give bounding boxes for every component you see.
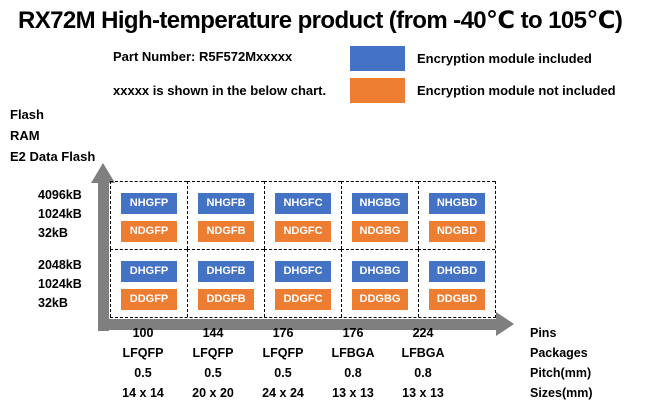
x-axis-value-pins: 144 — [202, 326, 224, 340]
part-chip-no-encryption: NDGBG — [352, 221, 408, 242]
memory-type-label: E2 Data Flash — [10, 149, 96, 164]
part-chip-no-encryption: NDGFB — [198, 221, 254, 242]
part-chip-encryption: DHGBD — [429, 261, 485, 282]
x-axis-value-pins: 176 — [342, 326, 364, 340]
part-chip-no-encryption: NDGFP — [121, 221, 177, 242]
part-chip-encryption: DHGBG — [352, 261, 408, 282]
y-axis-arrow-shaft — [98, 182, 109, 331]
grid-cell: NHGFB NDGFB — [187, 181, 264, 249]
part-chip-encryption: DHGFC — [275, 261, 331, 282]
memory-type-label: RAM — [10, 128, 40, 143]
x-axis-value-pins: 100 — [132, 326, 154, 340]
part-chip-no-encryption: DDGFC — [275, 289, 331, 310]
memory-size-label: 1024kB — [38, 277, 82, 291]
x-axis-value-package: LFQFP — [122, 346, 164, 360]
memory-type-label: Flash — [10, 107, 44, 122]
grid-cell: DHGFC DDGFC — [264, 249, 341, 317]
chart-note-text: xxxxx is shown in the below chart. — [113, 83, 327, 98]
x-axis-value-pitch_mm: 0.8 — [414, 366, 432, 380]
memory-size-label: 2048kB — [38, 258, 82, 272]
grid-cell: DHGBG DDGBG — [341, 249, 418, 317]
memory-size-group-bottom: 2048kB 1024kB 32kB — [38, 256, 82, 313]
part-number-text: Part Number: R5F572Mxxxxx — [113, 49, 293, 64]
x-axis-value-package: LFQFP — [262, 346, 304, 360]
part-chip-no-encryption: NDGFC — [275, 221, 331, 242]
part-chip-encryption: NHGFB — [198, 193, 254, 214]
x-axis-value-size_mm: 14 x 14 — [122, 386, 164, 400]
memory-size-label: 4096kB — [38, 188, 82, 202]
x-axis-value-package: LFBGA — [331, 346, 375, 360]
part-chip-no-encryption: NDGBD — [429, 221, 485, 242]
legend-label-not-included: Encryption module not included — [417, 83, 616, 98]
x-axis-value-package: LFBGA — [401, 346, 445, 360]
x-axis-value-pitch_mm: 0.5 — [134, 366, 152, 380]
grid-cell: NHGBD NDGBD — [418, 181, 495, 249]
page-title: RX72M High-temperature product (from -40… — [18, 7, 623, 34]
x-axis-value-size_mm: 20 x 20 — [192, 386, 234, 400]
x-axis-value-table: 100 144 176 176 224 LFQFP LFQFP LFQFP LFBGA LFBGA… — [108, 323, 458, 403]
legend-label-included: Encryption module included — [417, 51, 592, 66]
part-chip-no-encryption: DDGBD — [429, 289, 485, 310]
x-axis-value-pitch_mm: 0.5 — [274, 366, 292, 380]
memory-size-label: 1024kB — [38, 207, 82, 221]
x-axis-arrow-right-icon — [496, 312, 514, 336]
y-axis-memory-type-labels: Flash RAM E2 Data Flash — [10, 104, 95, 167]
grid-cell: NHGBG NDGBG — [341, 181, 418, 249]
grid-cell: NHGFP NDGFP — [110, 181, 187, 249]
part-chip-encryption: NHGFC — [275, 193, 331, 214]
grid-cell: DHGFP DDGFP — [110, 249, 187, 317]
x-axis-row-labels: Pins Packages Pitch(mm) Sizes(mm) — [530, 323, 593, 403]
product-grid: NHGFP NDGFP NHGFB NDGFB NHGFC NDGFC NHGBG NDGBG… — [110, 181, 496, 318]
x-axis-value-pins: 224 — [412, 326, 434, 340]
part-chip-no-encryption: DDGBG — [352, 289, 408, 310]
x-axis-row-label: Pins — [530, 326, 557, 340]
x-axis-value-pitch_mm: 0.5 — [204, 366, 222, 380]
part-chip-no-encryption: DDGFP — [121, 289, 177, 310]
part-chip-encryption: DHGFB — [198, 261, 254, 282]
part-chip-encryption: NHGBG — [352, 193, 408, 214]
part-chip-encryption: DHGFP — [121, 261, 177, 282]
x-axis-value-size_mm: 13 x 13 — [332, 386, 374, 400]
legend-item-not-included: Encryption module not included — [350, 78, 650, 103]
legend: Encryption module included Encryption mod… — [350, 46, 650, 110]
x-axis-value-size_mm: 13 x 13 — [402, 386, 444, 400]
part-chip-encryption: NHGFP — [121, 193, 177, 214]
grid-cell: NHGFC NDGFC — [264, 181, 341, 249]
x-axis-arrow-shaft — [98, 319, 496, 330]
legend-swatch-not-included — [350, 78, 405, 103]
x-axis-value-package: LFQFP — [192, 346, 234, 360]
memory-size-group-top: 4096kB 1024kB 32kB — [38, 186, 82, 243]
part-chip-encryption: NHGBD — [429, 193, 485, 214]
x-axis-row-label: Pitch(mm) — [530, 366, 592, 380]
legend-swatch-included — [350, 46, 405, 71]
grid-cell: DHGBD DDGBD — [418, 249, 495, 317]
memory-size-label: 32kB — [38, 226, 68, 240]
x-axis-value-pins: 176 — [272, 326, 294, 340]
x-axis-value-pitch_mm: 0.8 — [344, 366, 362, 380]
legend-item-included: Encryption module included — [350, 46, 650, 71]
x-axis-row-label: Packages — [530, 346, 588, 360]
grid-cell: DHGFB DDGFB — [187, 249, 264, 317]
x-axis-row-label: Sizes(mm) — [530, 386, 593, 400]
x-axis-value-size_mm: 24 x 24 — [262, 386, 304, 400]
part-chip-no-encryption: DDGFB — [198, 289, 254, 310]
memory-size-label: 32kB — [38, 296, 68, 310]
y-axis-arrow-up-icon — [91, 163, 115, 183]
